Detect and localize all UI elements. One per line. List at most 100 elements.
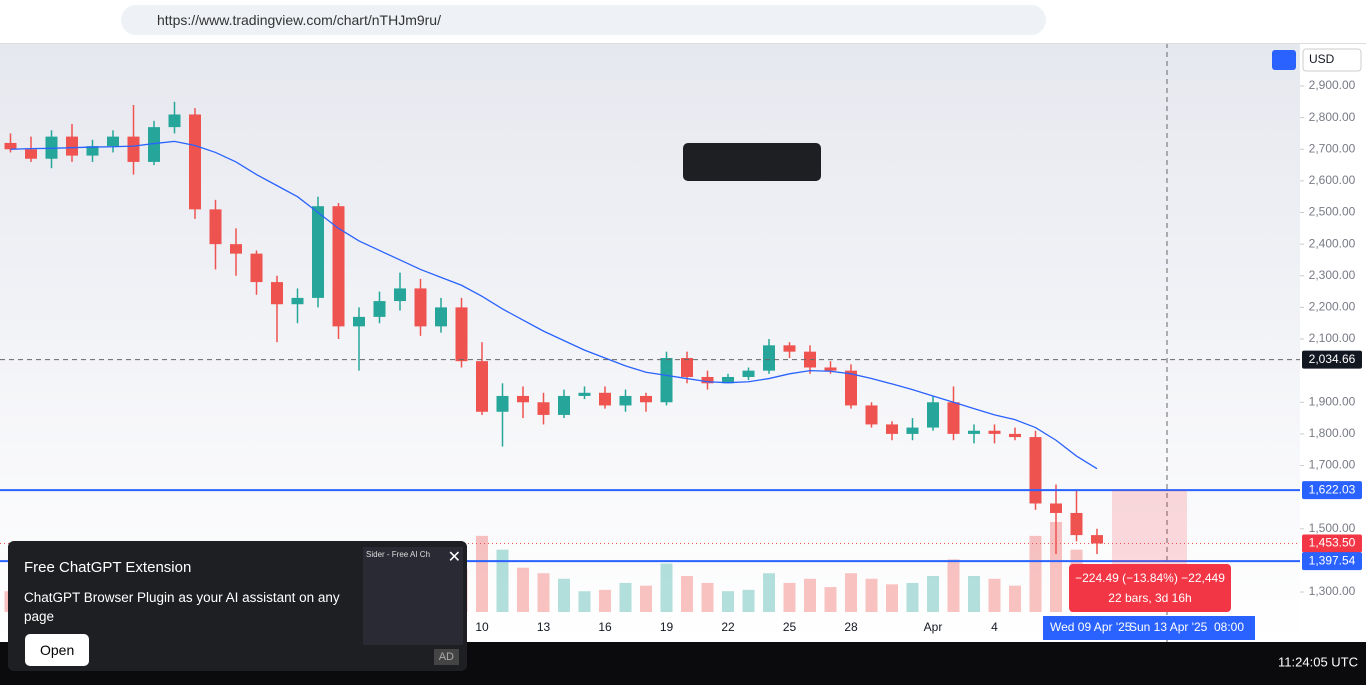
price-label-bg (1302, 552, 1362, 571)
y-tick-label: 2,100.00 (1309, 331, 1356, 345)
x-tick-label: 22 (721, 620, 735, 634)
candle-body (271, 282, 283, 305)
volume-bar (619, 582, 632, 612)
volume-bar (1009, 585, 1021, 612)
candle-body (927, 402, 939, 428)
currency: USD (1309, 52, 1335, 66)
measure-change: −224.49 (−13.84%) −22,449 (1075, 571, 1225, 585)
x-tick-label: 13 (537, 620, 551, 634)
volume-bar (681, 576, 693, 612)
x-tick-label: Apr (924, 620, 943, 634)
volume-bar (537, 573, 550, 612)
price-label-bg (1302, 534, 1362, 553)
y-tick-label: 2,700.00 (1309, 141, 1356, 155)
candle-body (783, 345, 796, 352)
candle-body (1091, 535, 1103, 544)
currency-select[interactable] (1302, 48, 1362, 72)
x-tick-label: 4 (991, 620, 998, 634)
volume-bar (865, 578, 878, 612)
volume-bar (496, 549, 509, 612)
candle-body (496, 395, 509, 412)
candle-body (599, 392, 611, 406)
candle-body (865, 405, 878, 425)
volume-bar (517, 567, 529, 612)
volume-bar (988, 578, 1001, 612)
x-tick-label: 25 (783, 620, 797, 634)
volume-bar (1029, 535, 1042, 612)
candle-body (394, 288, 406, 302)
candle-body (660, 357, 673, 403)
y-tick-label: 2,200.00 (1309, 300, 1356, 314)
candle-body (722, 376, 734, 384)
volume-bar (701, 582, 714, 612)
y-tick-label: 1,700.00 (1309, 458, 1356, 472)
candle-body (886, 424, 898, 434)
y-tick-label: 1,900.00 (1309, 394, 1356, 408)
candle-body (332, 206, 345, 327)
ad-title: Free ChatGPT Extension (24, 559, 192, 576)
volume-bar (947, 559, 960, 612)
volume-bar (660, 563, 673, 612)
clock: 11:24:05 UTC (1278, 654, 1358, 669)
x-tick-label: 10 (475, 620, 489, 634)
candle-body (414, 288, 427, 327)
candle-body (537, 402, 550, 415)
y-tick-label: 2,300.00 (1309, 268, 1356, 282)
candle-body (763, 345, 775, 371)
volume-bar (599, 589, 611, 612)
volume-bar (1050, 522, 1062, 612)
y-tick-label: 1,500.00 (1309, 521, 1356, 535)
y-tick-label: 2,500.00 (1309, 205, 1356, 219)
volume-bar (742, 589, 755, 612)
measure-label-bg (1069, 564, 1231, 612)
volume-bar (578, 591, 591, 612)
candle-body (476, 361, 488, 412)
time-end: Sun 13 Apr '25 (1129, 620, 1208, 634)
price-label: 1,622.03 (1309, 482, 1356, 496)
candle-body (373, 301, 386, 317)
sync-button[interactable] (1272, 50, 1296, 70)
volume-bar (906, 582, 919, 612)
price-label-bg (1302, 350, 1362, 369)
candle-body (209, 209, 222, 245)
x-tick-label: 28 (844, 620, 858, 634)
drawing-toolbar[interactable] (683, 143, 821, 181)
volume-bar (558, 578, 570, 612)
volume-bar (804, 578, 816, 612)
candle-body (107, 136, 119, 147)
volume-bar (722, 591, 734, 612)
volume-bar (763, 573, 775, 612)
time-start: Wed 09 Apr '25 (1050, 620, 1132, 634)
candle-body (230, 244, 242, 254)
volume-bar (476, 535, 488, 612)
candle-body (66, 136, 78, 156)
ad-close[interactable]: ✕ (447, 549, 461, 566)
ad-preview: Sider - Free AI Ch (363, 547, 463, 645)
ad-open-button[interactable]: Open (25, 634, 90, 666)
candle-body (4, 142, 17, 150)
measure-span: 22 bars, 3d 16h (1108, 591, 1191, 605)
candle-body (312, 206, 324, 298)
x-tick-label: 19 (660, 620, 674, 634)
candle-body (558, 395, 570, 415)
candle-body (701, 376, 714, 384)
url: https://www.tradingview.com/chart/nTHJm9… (157, 12, 441, 28)
candle-body (988, 430, 1001, 434)
y-tick-label: 2,600.00 (1309, 173, 1356, 187)
candle-body (845, 370, 857, 406)
moving-average (10, 140, 1098, 470)
candle-body (250, 253, 263, 283)
candle-body (435, 307, 447, 327)
address-bar[interactable]: https://www.tradingview.com/chart/nTHJm9… (121, 5, 1046, 35)
price-label: 1,453.50 (1309, 536, 1356, 550)
candle-body (947, 402, 960, 434)
candle-body (455, 307, 468, 362)
candle-body (681, 357, 693, 377)
candle-body (968, 430, 980, 434)
candle-body (906, 427, 919, 434)
ad-preview-title: Sider - Free AI Ch (366, 550, 431, 559)
y-tick-label: 2,900.00 (1309, 78, 1356, 92)
y-tick-label: 2,400.00 (1309, 236, 1356, 250)
ad-text: ChatGPT Browser Plugin as your AI assist… (24, 590, 340, 624)
